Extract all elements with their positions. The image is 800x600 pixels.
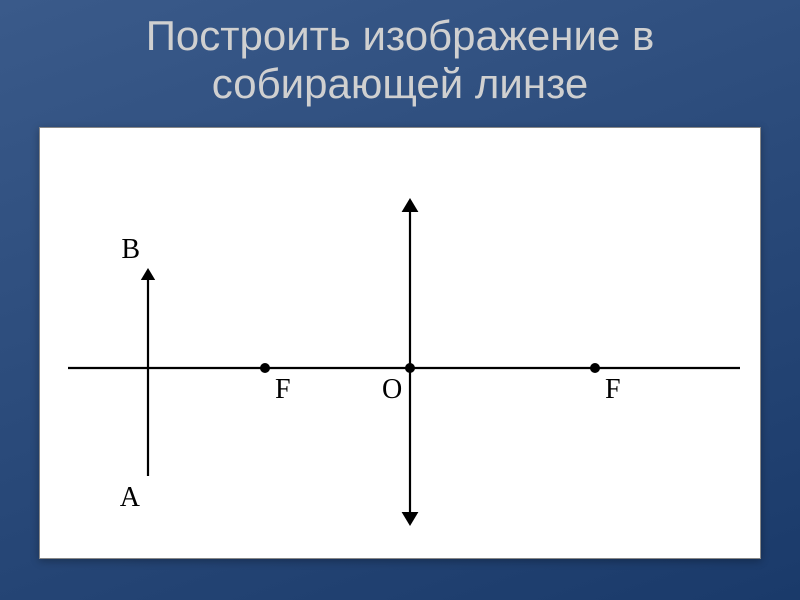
object-label-a: A <box>120 482 141 513</box>
optical-center-dot <box>405 363 415 373</box>
slide: Построить изображение в собирающей линзе… <box>0 0 800 600</box>
focal-label-2: F <box>605 374 621 405</box>
focal-point-2 <box>590 363 600 373</box>
title-line-2: собирающей линзе <box>212 60 588 107</box>
optical-center-label: O <box>382 374 402 405</box>
focal-point-1 <box>260 363 270 373</box>
slide-title: Построить изображение в собирающей линзе <box>146 12 655 109</box>
lens-diagram: F F O B A <box>40 128 760 558</box>
diagram-container: F F O B A <box>39 127 761 559</box>
object-label-b: B <box>121 234 140 265</box>
focal-label-1: F <box>275 374 291 405</box>
title-line-1: Построить изображение в <box>146 12 655 59</box>
